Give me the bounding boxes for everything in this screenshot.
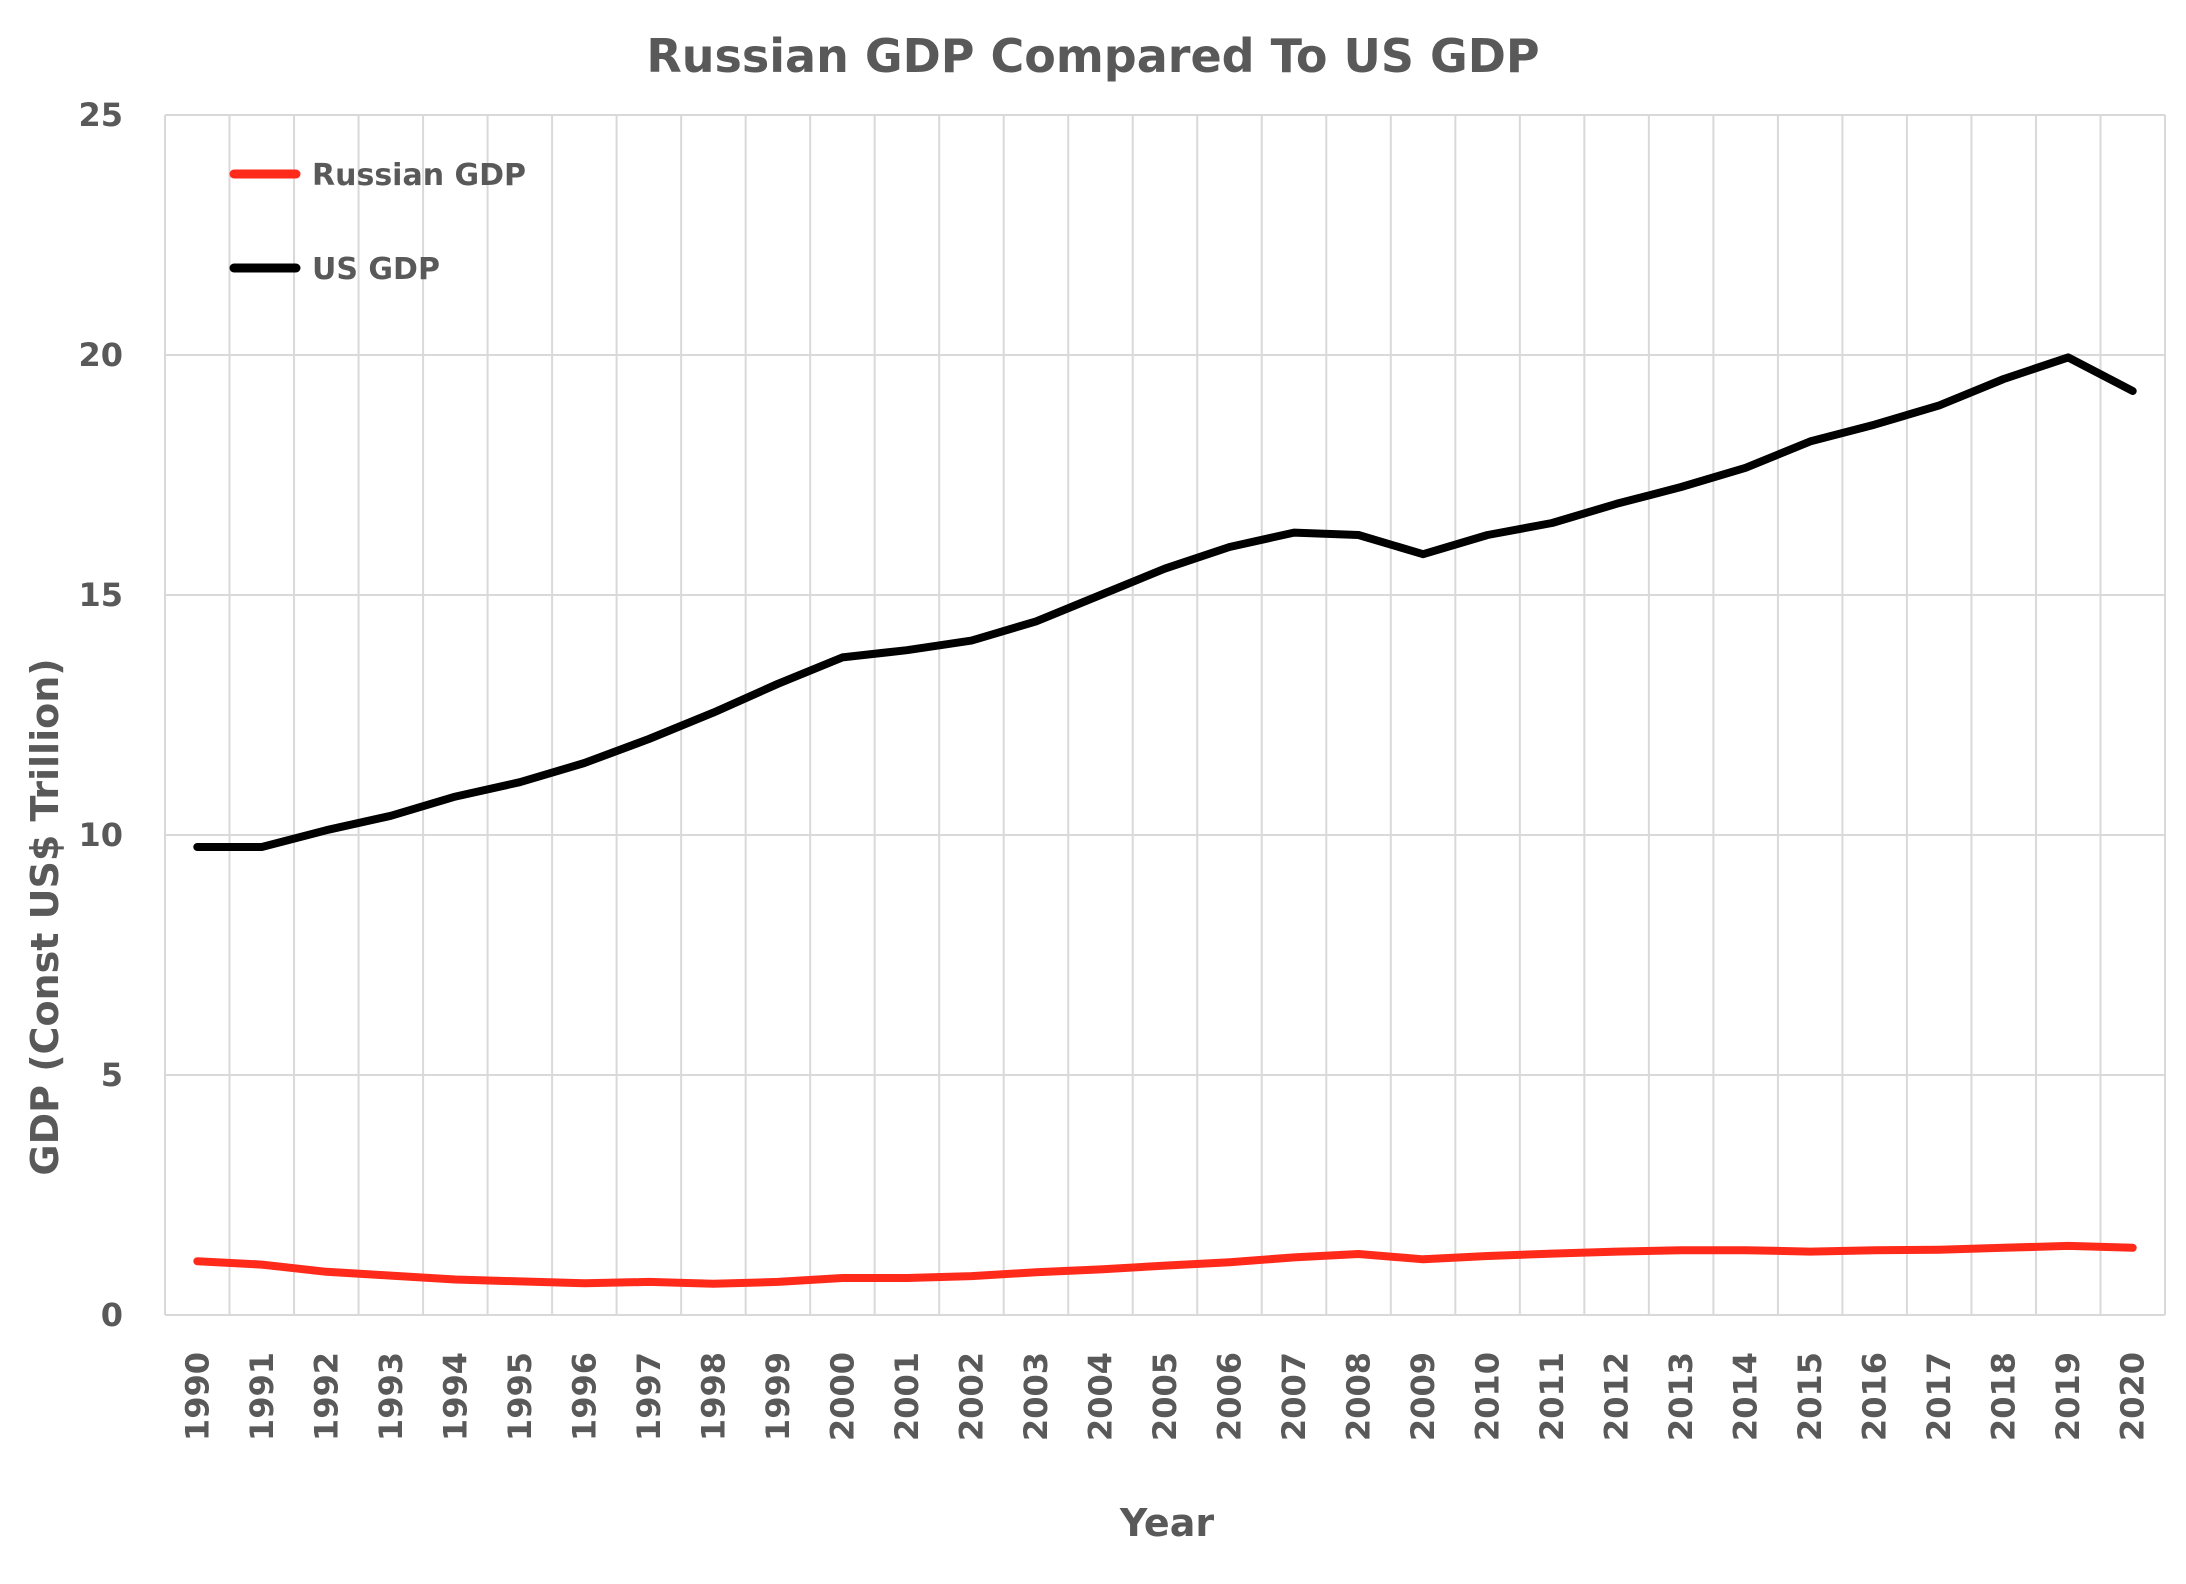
chart-title: Russian GDP Compared To US GDP <box>646 29 1539 83</box>
x-tick-label: 2005 <box>1146 1352 1184 1441</box>
series-line-1 <box>193 353 2137 851</box>
y-tick-label: 20 <box>78 336 123 374</box>
y-axis-label: GDP (Const US$ Trillion) <box>23 658 67 1175</box>
y-tick-label: 15 <box>78 576 123 614</box>
y-tick-label: 5 <box>101 1056 123 1094</box>
x-tick-label: 2009 <box>1404 1352 1442 1441</box>
x-tick-label: 2016 <box>1856 1352 1894 1441</box>
x-tick-label: 1997 <box>630 1352 668 1441</box>
x-axis-label: Year <box>1119 1501 1214 1545</box>
x-tick-label: 2014 <box>1727 1352 1765 1441</box>
x-tick-label: 1990 <box>178 1352 216 1441</box>
x-tick-label: 1994 <box>436 1352 474 1441</box>
x-tick-label: 1992 <box>307 1352 345 1441</box>
x-tick-label: 2001 <box>888 1352 926 1441</box>
x-tick-label: 2020 <box>2114 1352 2152 1441</box>
y-tick-label: 25 <box>78 96 123 134</box>
gridlines <box>164 114 2166 1316</box>
x-tick-label: 2015 <box>1791 1352 1829 1441</box>
x-tick-label: 2010 <box>1469 1352 1507 1441</box>
x-tick-label: 2019 <box>2049 1352 2087 1441</box>
x-tick-labels: 1990 1991 1992 1993 1994 1995 1996 1997 1998 1999… <box>178 1352 2151 1441</box>
x-tick-label: 2008 <box>1340 1352 1378 1441</box>
x-tick-label: 2017 <box>1920 1352 1958 1441</box>
series-lines <box>193 353 2137 1288</box>
x-tick-label: 1993 <box>372 1352 410 1441</box>
x-tick-label: 2004 <box>1081 1352 1119 1441</box>
x-tick-label: 2013 <box>1662 1352 1700 1441</box>
legend-label: Russian GDP <box>312 158 526 193</box>
x-tick-label: 1995 <box>501 1352 539 1441</box>
x-tick-label: 2018 <box>1985 1352 2023 1441</box>
y-tick-label: 0 <box>101 1296 123 1334</box>
x-tick-label: 1999 <box>759 1352 797 1441</box>
x-tick-label: 2000 <box>823 1352 861 1441</box>
x-tick-label: 2012 <box>1598 1352 1636 1441</box>
legend-label: US GDP <box>312 252 440 287</box>
series-line-0 <box>193 1241 2137 1288</box>
x-tick-label: 2007 <box>1275 1352 1313 1441</box>
x-tick-label: 1991 <box>243 1352 281 1441</box>
y-tick-labels: 0 5 10 15 20 25 <box>78 96 123 1334</box>
x-tick-label: 2006 <box>1211 1352 1249 1441</box>
x-tick-label: 1996 <box>565 1352 603 1441</box>
x-tick-label: 2003 <box>1017 1352 1055 1441</box>
x-tick-label: 2011 <box>1533 1352 1571 1441</box>
x-tick-label: 2002 <box>952 1352 990 1441</box>
legend: Russian GDP US GDP <box>229 158 526 287</box>
y-tick-label: 10 <box>78 816 123 854</box>
x-tick-label: 1998 <box>694 1352 732 1441</box>
